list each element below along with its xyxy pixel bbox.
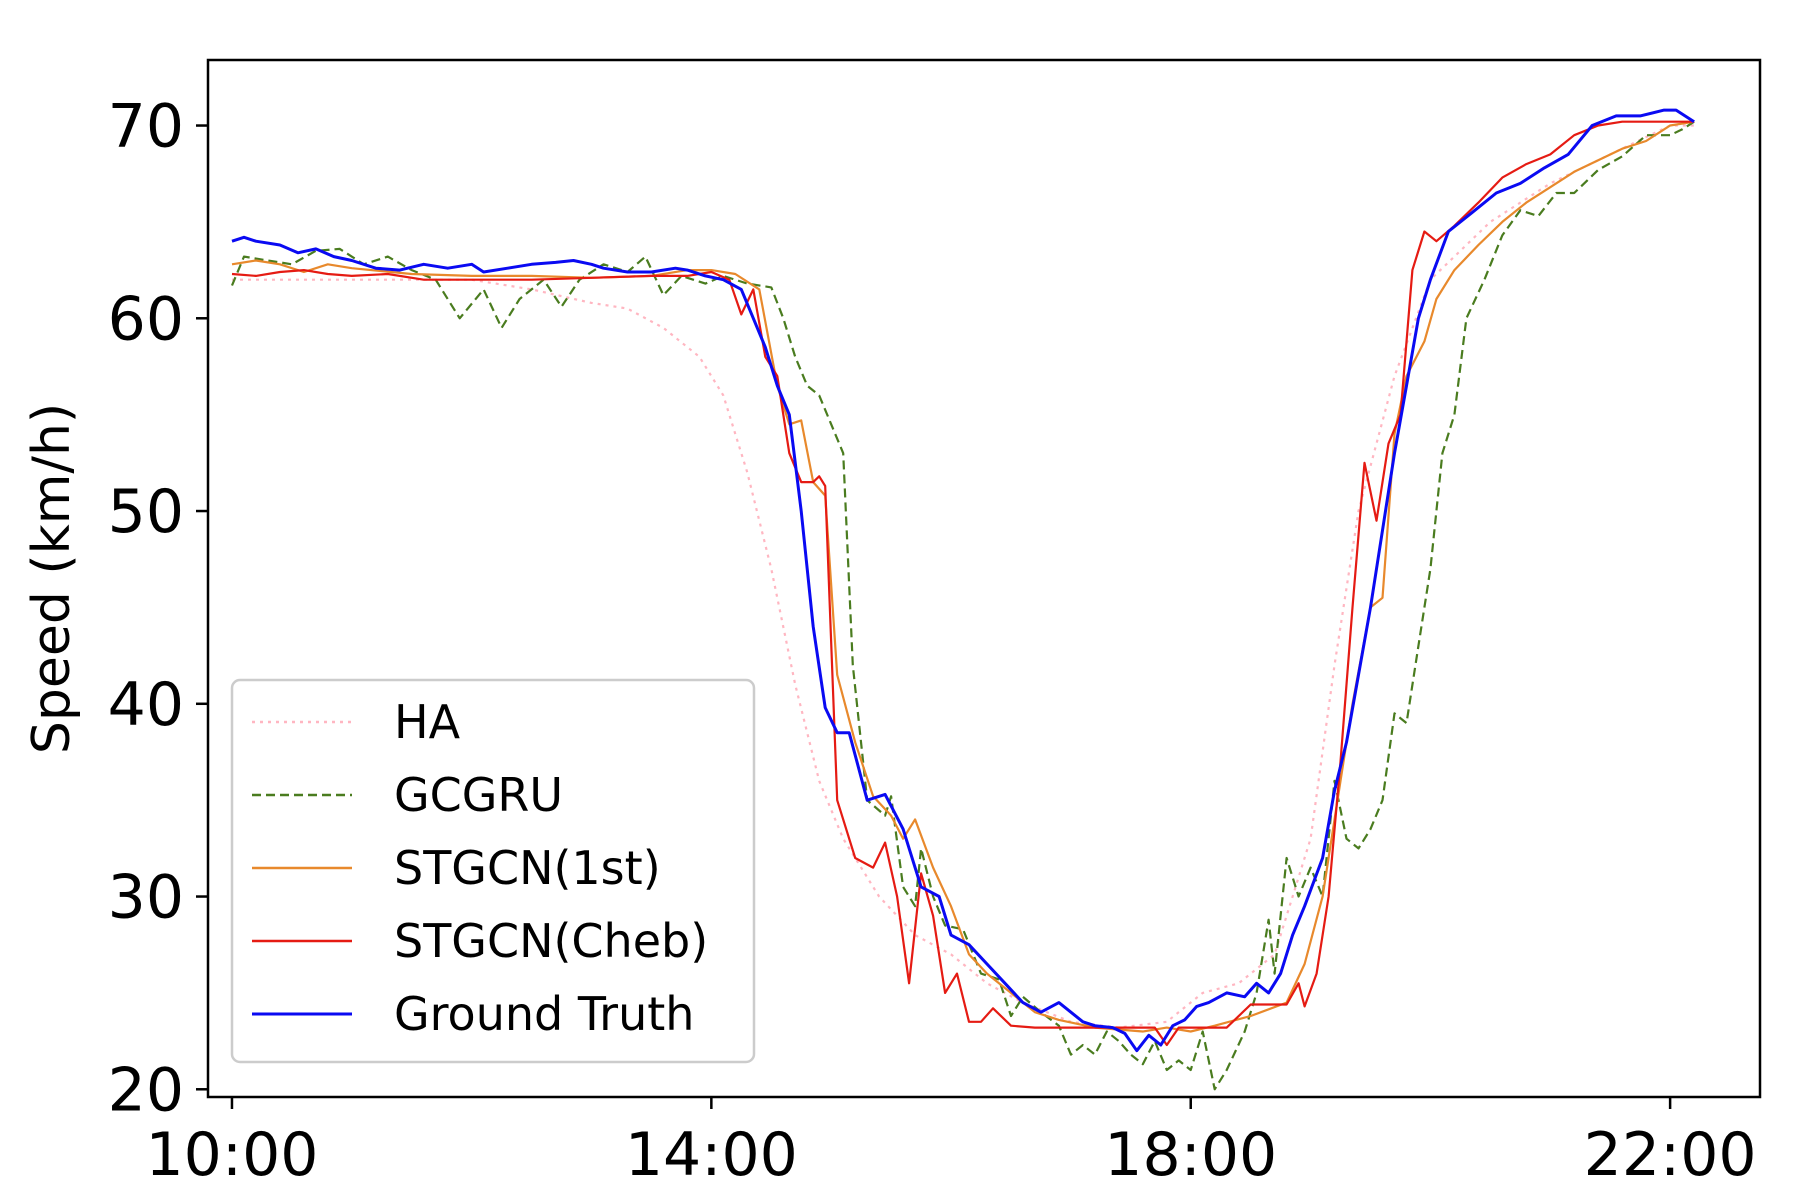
series-line-ha: [232, 124, 1695, 1029]
series-line-stgcn-cheb: [231, 120, 1695, 1047]
x-tick-label: 14:00: [625, 1120, 798, 1190]
series-line-gcgru: [230, 120, 1695, 1091]
y-tick-label: 60: [108, 284, 184, 354]
legend-box: [230, 678, 756, 1064]
y-axis-label: Speed (km/h): [22, 403, 82, 754]
series-layer: [230, 108, 1695, 1091]
y-tick-label: 20: [108, 1055, 184, 1125]
legend-label: HA: [394, 695, 461, 749]
y-tick-label: 70: [108, 92, 184, 162]
legend-label: Ground Truth: [394, 987, 694, 1041]
plot-frame: [206, 58, 1762, 1099]
x-tick-label: 10:00: [146, 1120, 319, 1190]
legend-label: STGCN(Cheb): [394, 914, 708, 968]
series-line-ground-truth: [231, 108, 1695, 1053]
y-axis: 20 30 40 50 60 70: [108, 92, 208, 1125]
legend-label: GCGRU: [394, 768, 563, 822]
legend-label: STGCN(1st): [394, 841, 661, 895]
x-tick-label: 18:00: [1104, 1120, 1277, 1190]
y-tick-label: 50: [108, 477, 184, 547]
x-axis: 10:00 14:00 18:00 22:00: [146, 1097, 1757, 1190]
legend: HA GCGRU STGCN(1st) STGCN(Cheb) Ground Truth: [230, 678, 756, 1064]
x-tick-label: 22:00: [1584, 1120, 1757, 1190]
y-tick-label: 30: [108, 863, 184, 933]
y-tick-label: 40: [108, 670, 184, 740]
